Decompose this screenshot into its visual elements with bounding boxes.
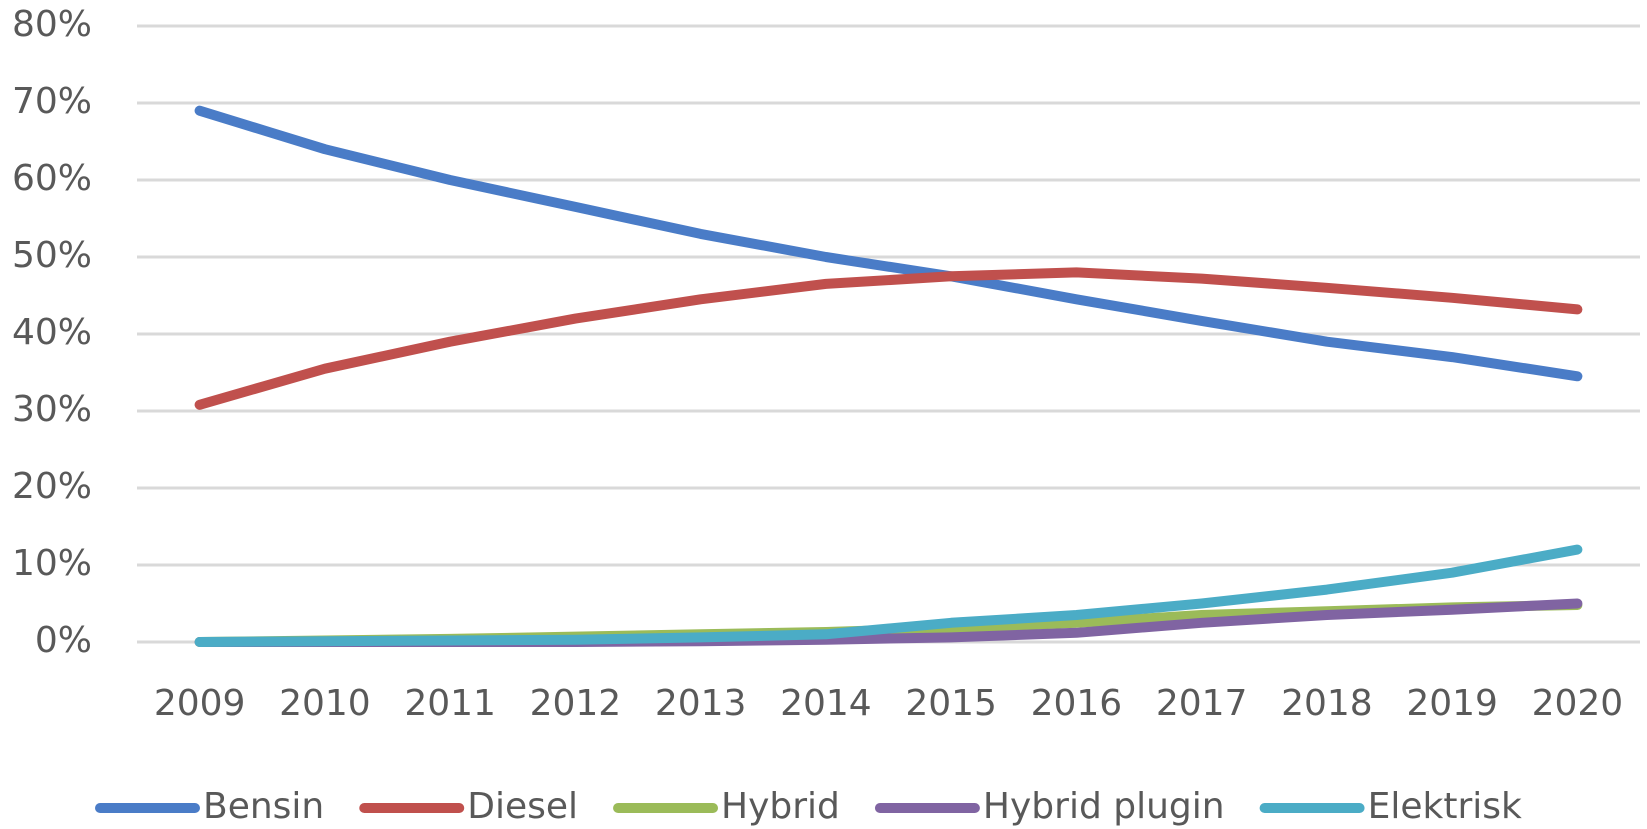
series-line	[194, 544, 1583, 647]
y-tick-label: 50%	[12, 235, 92, 276]
x-tick-label: 2014	[780, 683, 872, 724]
y-tick-label: 20%	[12, 466, 92, 507]
x-tick-label: 2018	[1281, 683, 1373, 724]
x-tick-label: 2010	[279, 683, 371, 724]
y-tick-label: 10%	[12, 543, 92, 584]
x-tick-label: 2016	[1031, 683, 1123, 724]
x-tick-label: 2015	[905, 683, 997, 724]
y-tick-label: 80%	[12, 4, 92, 45]
x-tick-label: 2020	[1532, 683, 1624, 724]
y-tick-label: 30%	[12, 389, 92, 430]
x-tick-label: 2012	[530, 683, 622, 724]
x-tick-label: 2017	[1156, 683, 1248, 724]
x-tick-label: 2009	[154, 683, 246, 724]
x-tick-label: 2013	[655, 683, 747, 724]
legend-label: Hybrid	[721, 786, 840, 827]
series-line	[194, 105, 1583, 382]
legend-label: Diesel	[467, 786, 578, 827]
legend-label: Bensin	[203, 786, 324, 827]
series-line	[194, 267, 1583, 410]
y-tick-label: 0%	[35, 620, 92, 661]
y-tick-label: 40%	[12, 312, 92, 353]
x-tick-label: 2019	[1406, 683, 1498, 724]
legend-label: Hybrid plugin	[983, 786, 1225, 827]
y-tick-label: 70%	[12, 81, 92, 122]
x-tick-label: 2011	[404, 683, 496, 724]
legend-label: Elektrisk	[1368, 786, 1522, 827]
y-tick-label: 60%	[12, 158, 92, 199]
